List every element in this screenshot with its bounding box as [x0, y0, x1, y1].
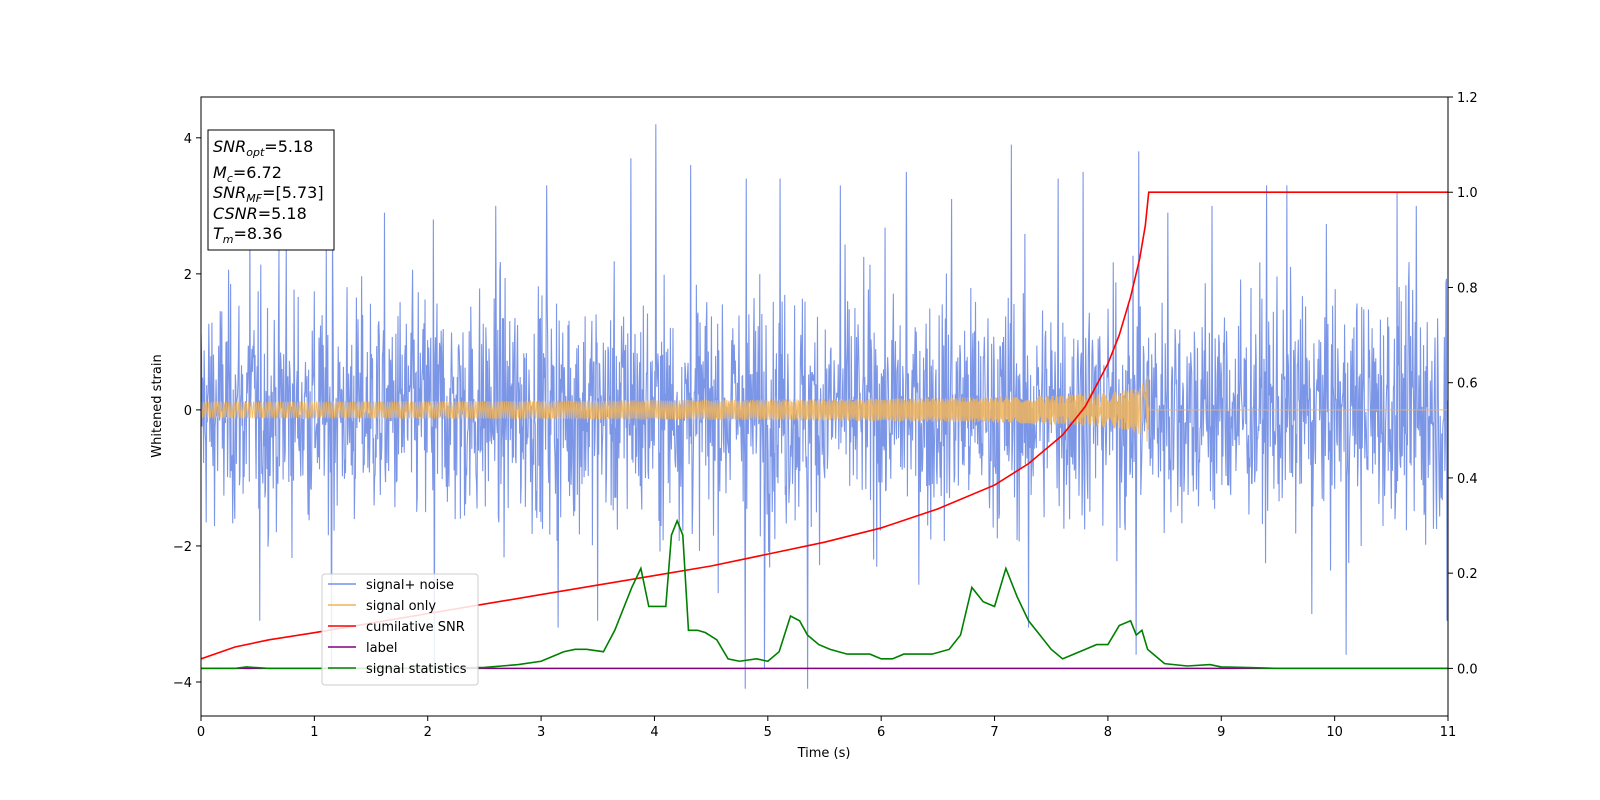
y2-tick-label: 0.6 — [1457, 377, 1478, 392]
y2-tick-label: 1.0 — [1457, 186, 1478, 201]
x-tick-label: 1 — [310, 725, 318, 740]
series-signal-noise — [201, 124, 1448, 689]
y2-tick-label: 0.4 — [1457, 472, 1478, 487]
legend-label-cumulative-snr: cumilative SNR — [366, 620, 465, 635]
y-tick-label: −2 — [173, 540, 192, 555]
info-csnr: CSNR=5.18 — [213, 204, 307, 223]
legend-label-signal-statistics: signal statistics — [366, 662, 467, 677]
x-tick-label: 11 — [1440, 725, 1457, 740]
series-signal-statistics — [201, 518, 1448, 670]
x-tick-label: 9 — [1217, 725, 1225, 740]
y2-tick-label: 1.2 — [1457, 91, 1478, 106]
y2-tick-label: 0.2 — [1457, 567, 1478, 582]
x-axis-label: Time (s) — [797, 746, 851, 761]
y2-tick-label: 0.8 — [1457, 281, 1478, 296]
info-box-frame — [207, 129, 335, 251]
info-box: SNRopt=5.18 Mc=6.72 SNRMF=[5.73] CSNR=5.… — [207, 129, 335, 251]
x-tick-label: 10 — [1326, 725, 1343, 740]
x-tick-label: 4 — [650, 725, 658, 740]
x-tick-label: 6 — [877, 725, 885, 740]
y-tick-label: 4 — [184, 132, 192, 147]
x-tick-label: 8 — [1104, 725, 1112, 740]
info-mc: Mc=6.72 — [213, 163, 282, 185]
axes: 0 1 2 3 4 5 6 7 8 9 10 11 4 2 0 −2 −4 0.0 0.2 0.4 0.6 0.8 1.0 1… — [173, 91, 1478, 740]
legend: signal+ noise signal only cumilative SNR… — [321, 573, 479, 686]
info-tm: Tm=8.36 — [213, 224, 283, 246]
y-tick-label: 2 — [184, 268, 192, 283]
info-snr-opt: SNRopt=5.18 — [213, 137, 313, 159]
y-tick-label: 0 — [184, 404, 192, 419]
x-tick-label: 7 — [990, 725, 998, 740]
legend-label-signal-noise: signal+ noise — [366, 578, 454, 593]
x-tick-label: 5 — [764, 725, 772, 740]
legend-frame — [321, 573, 479, 686]
x-tick-label: 3 — [537, 725, 545, 740]
y-axis-label: Whitened strain — [150, 354, 165, 457]
legend-label-signal-only: signal only — [366, 599, 436, 614]
y2-tick-label: 0.0 — [1457, 662, 1478, 677]
series-signal-only — [201, 375, 1448, 442]
plot-frame — [200, 96, 1449, 717]
x-tick-label: 0 — [197, 725, 205, 740]
x-tick-label: 2 — [424, 725, 432, 740]
info-snr-mf: SNRMF=[5.73] — [213, 183, 324, 205]
legend-label-label: label — [366, 641, 397, 656]
y-tick-label: −4 — [173, 676, 192, 691]
